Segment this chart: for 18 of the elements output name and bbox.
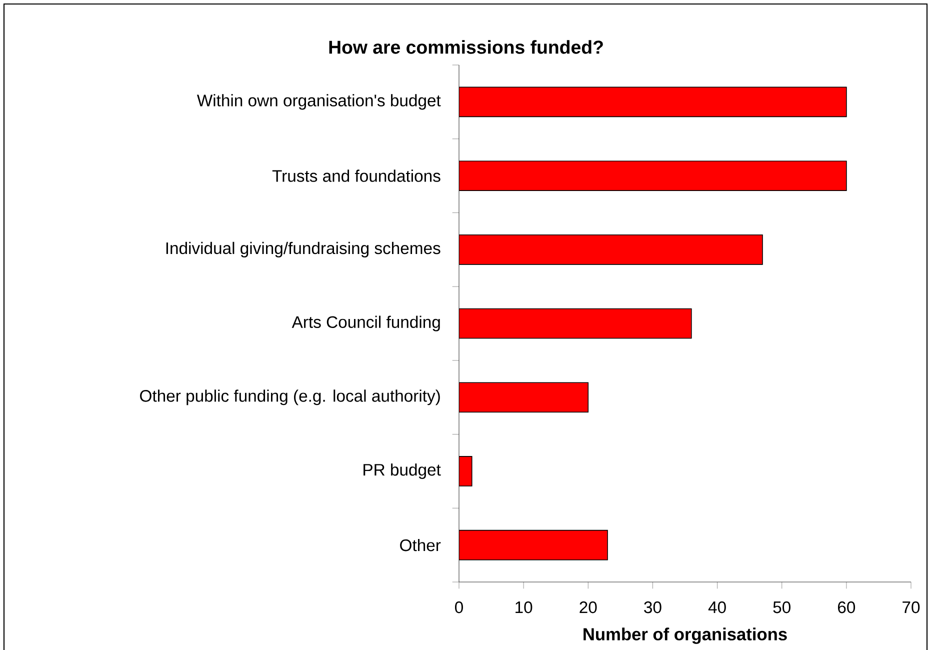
x-tick-label: 40 (708, 601, 726, 614)
bar (459, 160, 847, 191)
x-tick-label: 10 (516, 601, 532, 614)
x-tick-label: 0 (455, 601, 463, 614)
y-tick-label: Individual giving/fundraising schemes (166, 242, 440, 258)
y-tick-label: Other (400, 538, 441, 552)
x-axis-title: Number of organisations (584, 628, 787, 644)
y-tick-label: PR budget (364, 463, 441, 479)
y-tick-label: Other public funding (e.g. local authority) (140, 390, 440, 406)
chart-title: How are commissions funded? (329, 40, 603, 54)
y-tick-label: Trusts and foundations (272, 170, 440, 182)
x-tick-label: 70 (902, 601, 920, 614)
x-tick-label: 60 (838, 601, 856, 614)
x-tick-label: 20 (580, 601, 597, 614)
x-tick-label: 50 (773, 601, 790, 614)
y-tick-label: Arts Council funding (292, 316, 440, 332)
x-tick-label: 30 (644, 601, 662, 614)
y-tick-label: Within own organisation's budget (196, 94, 441, 110)
